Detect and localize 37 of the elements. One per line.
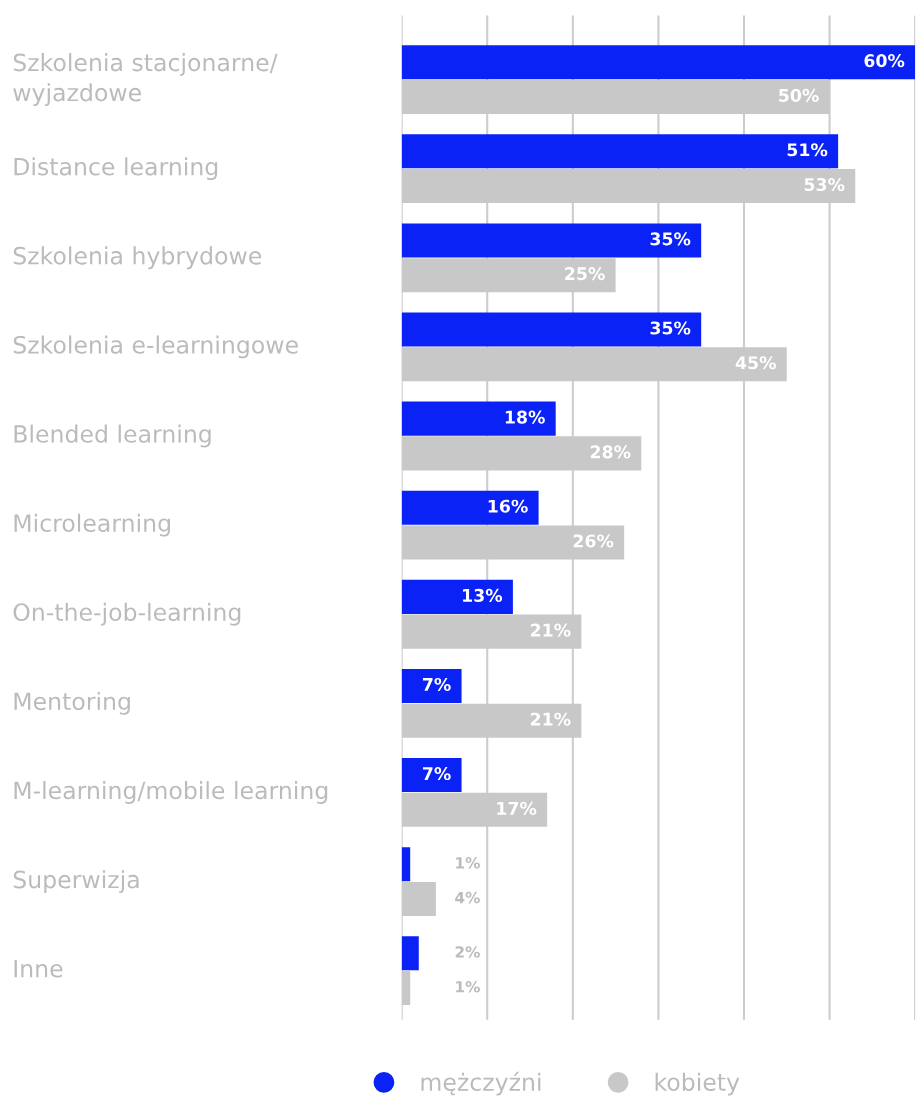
- data-label: 7%: [422, 677, 451, 692]
- data-label: 60%: [864, 54, 905, 68]
- data-label: 13%: [463, 588, 503, 602]
- bar: [401, 668, 462, 703]
- data-label: 18%: [505, 410, 545, 424]
- legend-label: mężczyźni: [421, 1071, 541, 1096]
- data-label: 7%: [422, 766, 451, 781]
- y-tick-label: Szkolenia stacjonarne/ wyjazdowe: [13, 53, 278, 106]
- bar: [401, 223, 702, 258]
- bar: [401, 312, 702, 347]
- data-label: 35%: [650, 321, 691, 335]
- y-tick-label: Mentoring: [14, 691, 130, 715]
- y-tick-label: Szkolenia e-learningowe: [13, 335, 298, 359]
- data-label: 1%: [456, 857, 480, 869]
- data-label: 51%: [787, 143, 828, 157]
- bar: [401, 134, 839, 169]
- y-tick-label: Szkolenia hybrydowe: [13, 246, 262, 270]
- bar: [401, 758, 462, 793]
- data-label: 16%: [488, 499, 528, 513]
- legend-label: kobiety: [655, 1072, 740, 1096]
- y-tick-label: Distance learning: [14, 157, 218, 181]
- data-label: 2%: [455, 946, 480, 958]
- y-tick-label: Inne: [14, 959, 63, 978]
- y-tick-label: Blended learning: [14, 424, 211, 448]
- data-label: 35%: [650, 232, 691, 246]
- bar: [401, 45, 916, 80]
- bar: [401, 401, 556, 436]
- bar: [401, 490, 539, 525]
- bar: [401, 936, 419, 971]
- y-tick-label: On-the-job-learning: [13, 602, 241, 626]
- data-label: 4%: [455, 891, 480, 904]
- y-tick-label: M-learning/mobile learning: [14, 781, 328, 804]
- y-tick-label: Microlearning: [14, 513, 170, 537]
- data-label: 1%: [456, 980, 480, 993]
- bar: [401, 847, 411, 882]
- bar: [401, 579, 513, 614]
- y-tick-label: Superwizja: [13, 870, 139, 893]
